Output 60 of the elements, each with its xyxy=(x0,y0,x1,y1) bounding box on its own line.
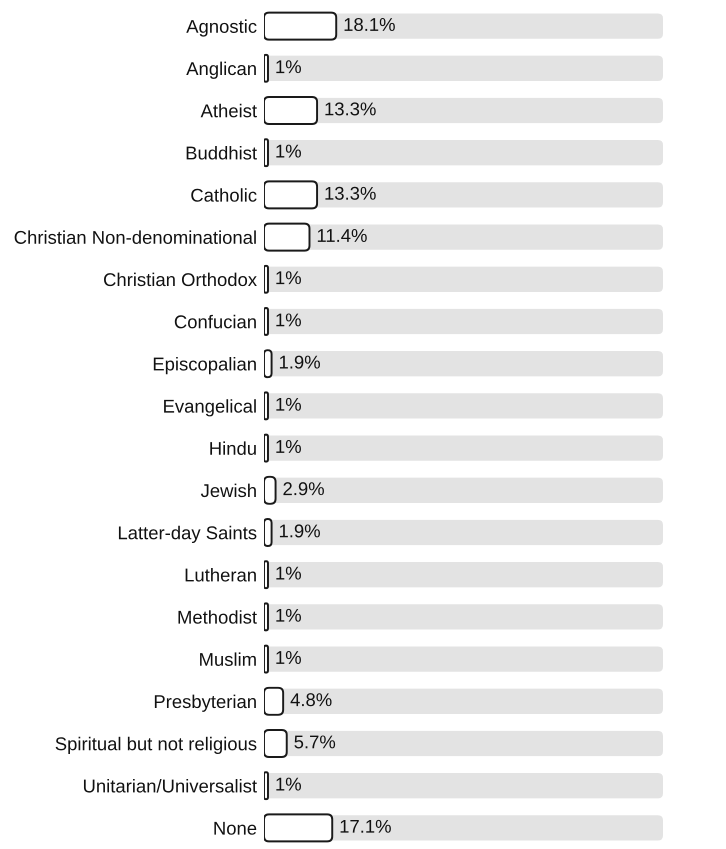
y-tick-label: Muslim xyxy=(200,652,256,666)
data-label: 1% xyxy=(276,313,301,326)
bar xyxy=(264,644,269,674)
y-tick-label: Latter-day Saints xyxy=(118,526,256,544)
bar xyxy=(264,729,288,758)
bar xyxy=(264,560,269,590)
data-label: 1% xyxy=(276,608,301,622)
bar xyxy=(264,138,269,168)
bar xyxy=(264,222,310,252)
y-tick-label: Anglican xyxy=(186,62,256,79)
y-tick-label: Catholic xyxy=(191,188,257,202)
y-tick-label: None xyxy=(214,822,256,835)
bar xyxy=(264,686,284,716)
data-label: 1% xyxy=(276,271,301,284)
y-tick-label: Christian Non-denominational xyxy=(14,230,256,244)
bar xyxy=(264,349,273,378)
bar xyxy=(264,54,269,83)
y-tick-label: Buddhist xyxy=(186,146,257,160)
data-label: 2.9% xyxy=(283,482,324,496)
bar xyxy=(264,434,269,463)
bar xyxy=(264,476,277,505)
bar xyxy=(264,602,269,632)
data-label: 13.3% xyxy=(325,186,376,200)
bar xyxy=(264,813,334,842)
y-tick-label: Jewish xyxy=(200,484,256,498)
data-label: 1.9% xyxy=(280,356,320,369)
y-tick-label: Spiritual but not religious xyxy=(56,736,256,754)
y-tick-label: Hindu xyxy=(210,441,256,455)
data-label: 11.4% xyxy=(318,229,367,242)
bar xyxy=(264,180,318,210)
bar xyxy=(264,518,273,547)
data-label: 1% xyxy=(276,651,301,664)
data-label: 4.8% xyxy=(290,693,332,706)
data-label: 1% xyxy=(276,144,301,158)
y-tick-label: Christian Orthodox xyxy=(104,272,257,286)
data-label: 13.3% xyxy=(325,102,376,116)
data-label: 1% xyxy=(276,440,301,453)
y-tick-label: Unitarian/Universalist xyxy=(84,779,257,793)
bar xyxy=(264,307,269,336)
data-label: 5.7% xyxy=(294,735,336,748)
y-tick-label: Methodist xyxy=(178,610,257,624)
y-tick-label: Presbyterian xyxy=(154,694,256,712)
data-label: 1% xyxy=(276,60,301,74)
data-label: 1% xyxy=(276,398,301,411)
bar xyxy=(264,391,269,420)
bar xyxy=(264,771,269,800)
data-label: 1.9% xyxy=(280,524,320,538)
data-label: 1% xyxy=(276,566,301,580)
data-label: 1% xyxy=(276,778,301,791)
bar xyxy=(264,96,318,125)
y-tick-label: Lutheran xyxy=(186,568,256,582)
y-tick-label: Atheist xyxy=(200,104,257,118)
y-tick-label: Confucian xyxy=(174,314,256,328)
y-tick-label: Evangelical xyxy=(164,399,256,416)
y-tick-label: Agnostic xyxy=(186,19,257,37)
data-label: 17.1% xyxy=(340,820,391,833)
bar xyxy=(264,12,338,41)
y-tick-label: Episcopalian xyxy=(154,357,256,374)
bar xyxy=(264,264,269,294)
data-label: 18.1% xyxy=(344,18,395,32)
